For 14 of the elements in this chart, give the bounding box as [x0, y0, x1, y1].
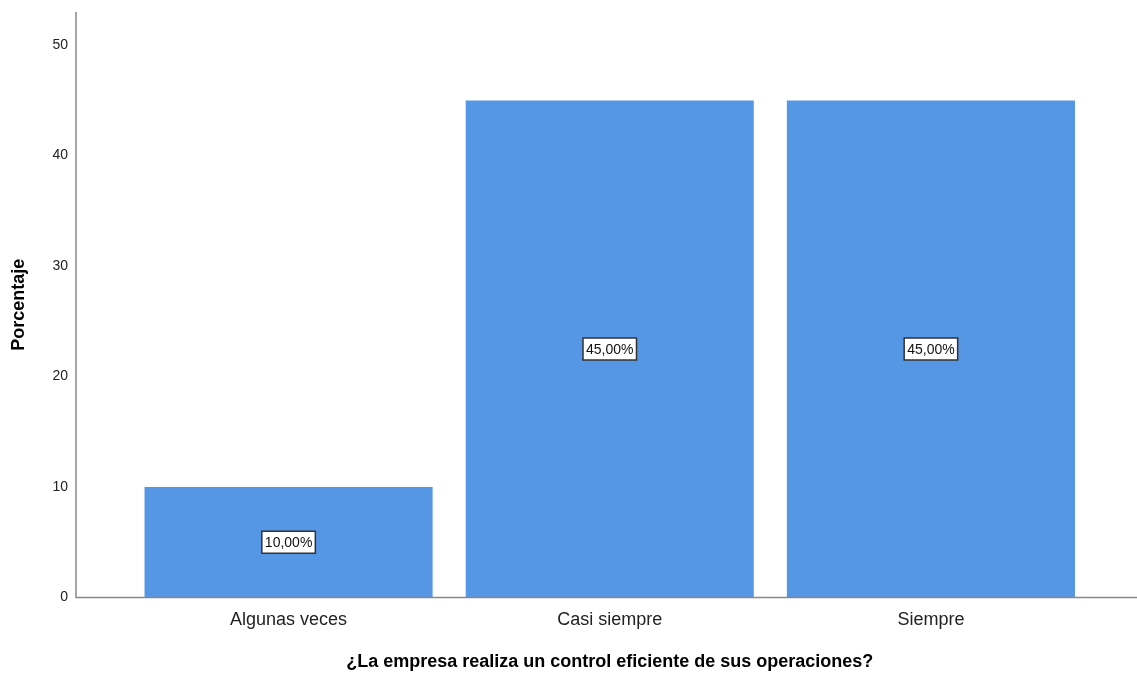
y-tick-label: 50: [52, 36, 69, 53]
x-tick-label: Algunas veces: [230, 609, 348, 630]
y-tick-label: 30: [52, 256, 69, 273]
data-label: 45,00%: [586, 340, 634, 357]
y-tick-label: 20: [52, 367, 69, 384]
x-axis-title: ¿La empresa realiza un control eficiente de sus operaciones?: [346, 651, 874, 672]
x-tick-label: Siempre: [897, 609, 965, 630]
y-axis-title: Porcentaje: [7, 258, 28, 351]
data-label: 10,00%: [264, 534, 313, 551]
data-label: 45,00%: [907, 340, 955, 357]
y-tick-label: 10: [52, 477, 69, 494]
y-tick-label: 40: [52, 146, 69, 163]
y-tick-label: 0: [60, 588, 69, 605]
x-tick-label: Casi siempre: [557, 609, 663, 630]
